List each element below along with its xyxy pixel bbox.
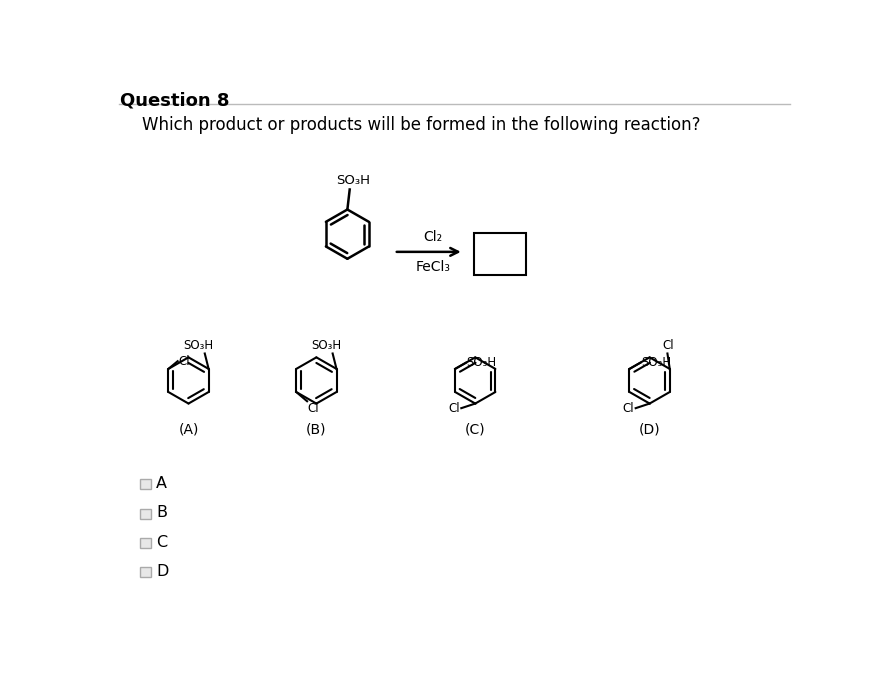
Text: Cl: Cl <box>662 339 674 352</box>
Text: Cl: Cl <box>622 402 634 414</box>
Text: Cl: Cl <box>448 402 460 414</box>
Text: (B): (B) <box>306 423 327 437</box>
Text: SO₃H: SO₃H <box>311 339 341 352</box>
Text: (C): (C) <box>465 423 486 437</box>
Text: SO₃H: SO₃H <box>467 356 497 369</box>
Bar <box>140 509 151 519</box>
Text: SO₃H: SO₃H <box>641 356 671 369</box>
Text: (D): (D) <box>638 423 661 437</box>
Text: FeCl₃: FeCl₃ <box>415 260 450 274</box>
Text: B: B <box>156 505 167 520</box>
Text: Cl: Cl <box>178 355 190 368</box>
Text: C: C <box>156 535 167 550</box>
Text: (A): (A) <box>178 423 199 437</box>
Text: Which product or products will be formed in the following reaction?: Which product or products will be formed… <box>142 116 701 134</box>
Bar <box>140 480 151 489</box>
Text: D: D <box>156 564 169 579</box>
Bar <box>140 538 151 548</box>
Bar <box>140 567 151 577</box>
Text: Cl₂: Cl₂ <box>423 230 442 244</box>
Text: SO₃H: SO₃H <box>183 339 213 352</box>
Bar <box>473 232 527 275</box>
Text: Cl: Cl <box>308 402 320 415</box>
Text: SO₃H: SO₃H <box>336 174 369 187</box>
Text: A: A <box>156 476 167 491</box>
Text: Question 8: Question 8 <box>120 92 230 110</box>
